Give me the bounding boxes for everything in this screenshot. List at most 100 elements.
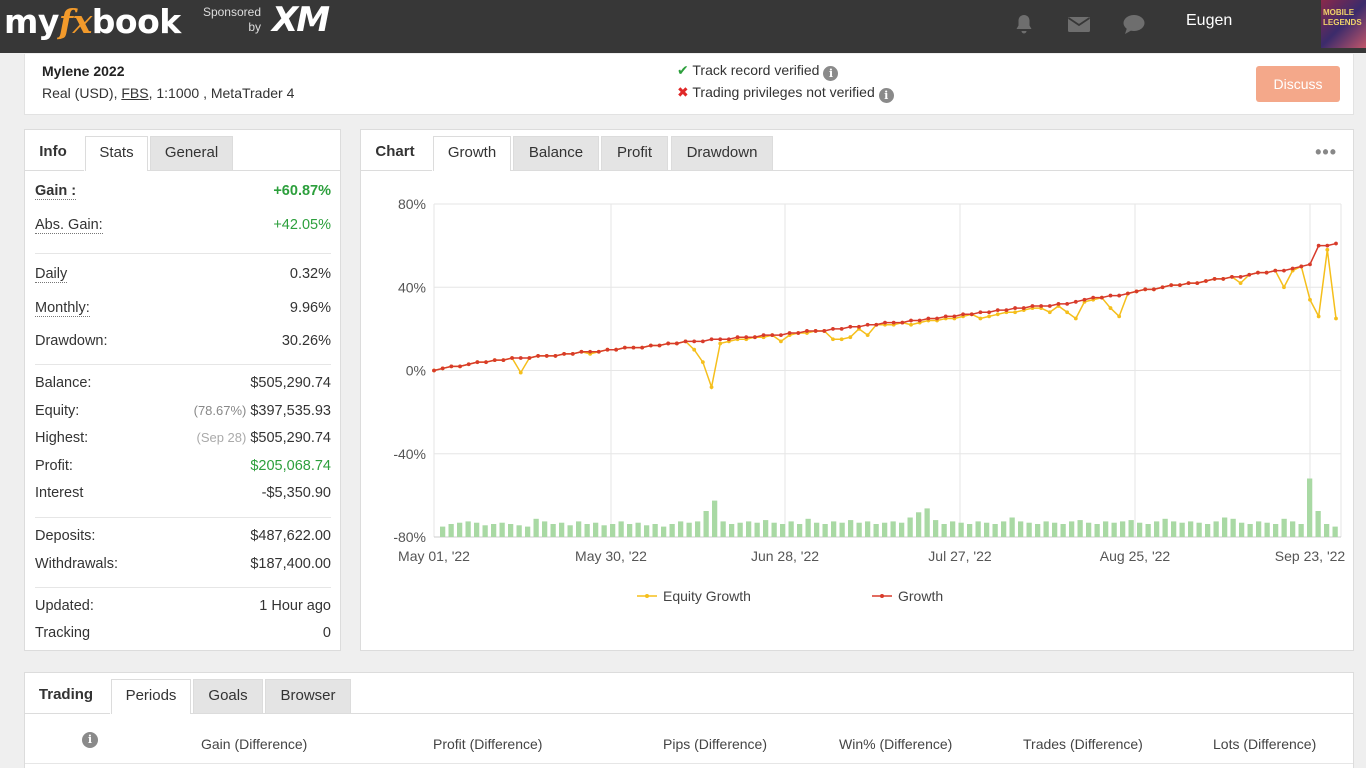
data-point bbox=[865, 333, 870, 338]
data-point bbox=[449, 364, 454, 369]
volume-bar bbox=[584, 524, 590, 537]
y-tick-label: 40% bbox=[398, 279, 426, 295]
chat-bubble-icon[interactable] bbox=[1122, 12, 1146, 36]
data-point bbox=[805, 329, 809, 333]
xm-sponsor-logo[interactable]: XM bbox=[272, 0, 330, 40]
data-point bbox=[1204, 279, 1208, 283]
info-icon[interactable]: i bbox=[82, 732, 98, 748]
volume-bar bbox=[737, 522, 743, 537]
tab-goals[interactable]: Goals bbox=[193, 679, 263, 713]
data-point bbox=[779, 333, 783, 338]
volume-bar bbox=[457, 522, 463, 537]
data-point bbox=[1030, 304, 1035, 308]
volume-bar bbox=[1060, 524, 1066, 537]
data-point bbox=[1117, 314, 1122, 319]
data-point bbox=[952, 314, 957, 319]
volume-bar bbox=[499, 522, 505, 537]
stat-monthly: Monthly: 9.96% bbox=[35, 300, 331, 317]
volume-bar bbox=[703, 511, 709, 537]
col-pips[interactable]: Pips (Difference) bbox=[663, 736, 768, 752]
tab-general[interactable]: General bbox=[150, 136, 233, 170]
data-point bbox=[622, 345, 627, 350]
discuss-button[interactable]: Discuss bbox=[1256, 66, 1340, 102]
volume-bar bbox=[1162, 518, 1168, 537]
avatar[interactable]: MOBILE LEGENDS bbox=[1321, 0, 1366, 48]
equity-growth-line bbox=[433, 249, 1337, 391]
info-icon[interactable]: i bbox=[878, 88, 894, 103]
data-point bbox=[1177, 283, 1182, 288]
y-tick-label: 80% bbox=[398, 196, 426, 212]
trading-panel: Trading Periods Goals Browser i Gain (Di… bbox=[24, 672, 1354, 768]
volume-bar bbox=[1290, 521, 1296, 537]
data-point bbox=[761, 333, 766, 338]
data-point bbox=[1013, 306, 1017, 310]
col-win[interactable]: Win% (Difference) bbox=[839, 736, 953, 752]
data-point bbox=[1065, 302, 1070, 306]
account-name: Mylene 2022 bbox=[42, 63, 125, 79]
envelope-icon[interactable] bbox=[1067, 12, 1091, 36]
legend-entry[interactable]: Growth bbox=[898, 588, 943, 604]
broker-link[interactable]: FBS bbox=[121, 85, 149, 101]
col-gain[interactable]: Gain (Difference) bbox=[201, 736, 308, 752]
col-lots[interactable]: Lots (Difference) bbox=[1213, 736, 1317, 752]
volume-bar bbox=[848, 520, 854, 537]
volume-bar bbox=[1145, 524, 1151, 537]
data-point bbox=[891, 320, 896, 325]
tab-balance[interactable]: Balance bbox=[513, 136, 599, 170]
data-point bbox=[1013, 310, 1017, 315]
col-profit[interactable]: Profit (Difference) bbox=[433, 736, 543, 752]
volume-bar bbox=[865, 521, 871, 537]
data-point bbox=[857, 324, 861, 329]
data-point bbox=[1004, 308, 1009, 313]
stat-balance: Balance: $505,290.74 bbox=[35, 375, 331, 391]
tab-growth[interactable]: Growth bbox=[433, 136, 511, 171]
data-point bbox=[1082, 297, 1087, 302]
tab-info[interactable]: Info bbox=[39, 143, 67, 160]
bell-icon[interactable] bbox=[1012, 12, 1036, 36]
data-point bbox=[553, 354, 558, 358]
data-point bbox=[995, 308, 1000, 313]
data-point bbox=[458, 364, 462, 369]
volume-bar bbox=[678, 521, 684, 537]
data-point bbox=[579, 349, 584, 354]
data-point bbox=[744, 335, 749, 340]
tab-browser[interactable]: Browser bbox=[265, 679, 351, 713]
volume-bar bbox=[635, 522, 641, 537]
volume-bar bbox=[1171, 521, 1177, 537]
tab-periods[interactable]: Periods bbox=[111, 679, 191, 714]
user-name[interactable]: Eugen bbox=[1186, 12, 1233, 29]
data-point bbox=[1047, 310, 1052, 315]
col-trades[interactable]: Trades (Difference) bbox=[1023, 736, 1143, 752]
data-point bbox=[1256, 270, 1260, 275]
tab-stats[interactable]: Stats bbox=[85, 136, 148, 171]
data-point bbox=[926, 316, 931, 321]
more-dots-icon[interactable]: ••• bbox=[1315, 142, 1337, 162]
data-point bbox=[1247, 272, 1252, 277]
data-point bbox=[718, 341, 723, 346]
data-point bbox=[987, 310, 991, 315]
volume-bar bbox=[1230, 518, 1236, 537]
data-point bbox=[961, 312, 965, 317]
data-point bbox=[839, 337, 844, 342]
data-point bbox=[978, 310, 983, 315]
tab-profit[interactable]: Profit bbox=[601, 136, 668, 170]
volume-bar bbox=[712, 500, 718, 537]
myfxbook-logo[interactable]: myfxbook bbox=[4, 2, 181, 41]
volume-bar bbox=[1205, 524, 1211, 537]
data-point bbox=[735, 335, 740, 340]
data-point bbox=[640, 345, 645, 350]
tab-chart[interactable]: Chart bbox=[375, 143, 415, 160]
info-icon[interactable]: i bbox=[823, 66, 839, 81]
data-point bbox=[1073, 299, 1078, 304]
data-point bbox=[657, 343, 662, 348]
legend-entry[interactable]: Equity Growth bbox=[663, 588, 751, 604]
volume-bar bbox=[720, 521, 726, 537]
data-point bbox=[1308, 262, 1312, 267]
data-point bbox=[1134, 289, 1139, 294]
data-point bbox=[1316, 314, 1321, 319]
tab-drawdown[interactable]: Drawdown bbox=[671, 136, 773, 170]
data-point bbox=[510, 356, 514, 360]
data-point bbox=[709, 385, 714, 390]
tab-trading[interactable]: Trading bbox=[38, 686, 94, 703]
account-header: Mylene 2022 Real (USD), FBS, 1:1000 , Me… bbox=[24, 54, 1354, 115]
